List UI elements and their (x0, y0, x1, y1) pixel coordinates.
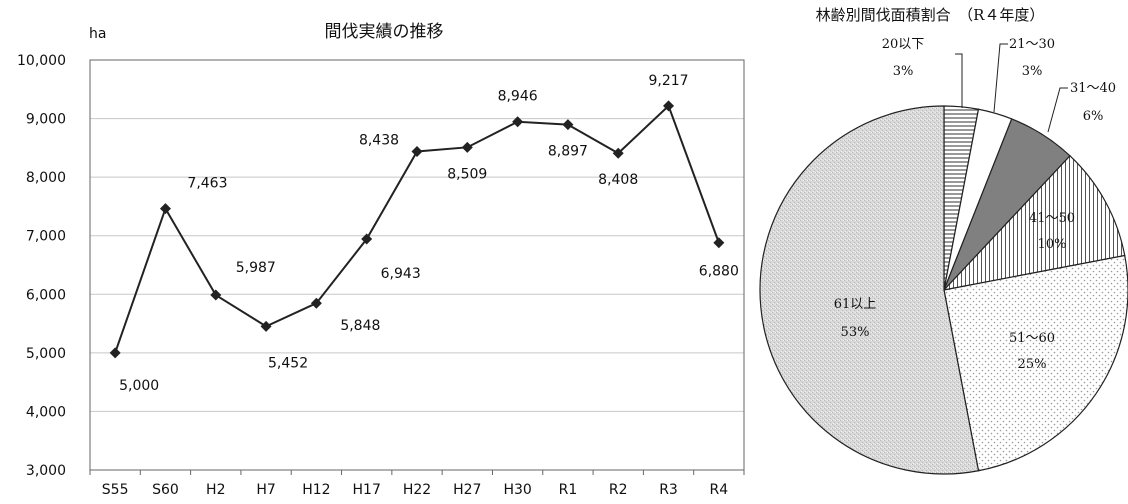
y-tick-label: 6,000 (26, 287, 66, 303)
data-label: 8,438 (359, 132, 399, 148)
y-tick-label: 10,000 (17, 53, 66, 69)
data-label: 5,452 (268, 355, 308, 371)
data-label: 8,897 (548, 144, 588, 160)
line-chart-title: 間伐実績の推移 (325, 22, 444, 42)
y-tick-label: 5,000 (26, 346, 66, 362)
x-tick-label: R4 (710, 482, 729, 498)
data-label: 8,946 (498, 89, 538, 105)
series-markers (109, 100, 725, 359)
pie-slice (942, 155, 1126, 291)
pie-leader-line (993, 43, 1008, 113)
pie-leader-lines (955, 43, 1068, 133)
pie-slice-percent: 53% (841, 325, 870, 340)
x-tick-label: H30 (503, 482, 531, 498)
data-label: 8,509 (447, 166, 487, 182)
data-point-marker (159, 203, 171, 215)
data-point-marker (562, 119, 574, 131)
data-label: 6,943 (381, 266, 421, 282)
data-label: 8,408 (598, 172, 638, 188)
data-point-marker (109, 347, 121, 359)
pie-chart-title: 林齢別間伐面積割合 （R４年度） (816, 6, 1045, 24)
x-tick-label: S60 (152, 482, 179, 498)
pie-slice-label: 51～60 (1009, 331, 1055, 346)
line-chart: 間伐実績の推移 ha 3,000 4,000 5,000 6,000 7,000 8,00… (17, 22, 745, 498)
series-polyline (114, 104, 720, 354)
data-point-marker (260, 320, 272, 332)
pie-slice-percent: 3% (893, 64, 914, 79)
data-point-marker (411, 145, 423, 157)
pie-slice-percent: 25% (1018, 357, 1047, 372)
y-tick-label: 8,000 (26, 170, 66, 186)
x-axis: S55 S60 H2 H7 H12 H17 H22 H27 H30 R1 R2 R3 R4 (89, 470, 745, 498)
x-tick-label: R2 (609, 482, 628, 498)
pie-labels: 20以下 3% 21～30 3% 31～40 6% 41～50 10% 51～60 25% 61以上… (834, 37, 1116, 372)
data-point-marker (612, 147, 624, 159)
pie-slice-label: 61以上 (834, 297, 877, 312)
data-point-marker (663, 100, 675, 112)
pie-slice-percent: 3% (1022, 64, 1043, 79)
gridlines (90, 118, 744, 412)
pie-leader-line (1047, 87, 1068, 133)
data-label: 6,880 (699, 264, 739, 280)
x-tick-label: R1 (559, 482, 578, 498)
y-tick-label: 9,000 (26, 112, 66, 128)
pie-leader-line (955, 53, 963, 108)
data-label: 5,848 (340, 318, 380, 334)
pie-slice-label: 31～40 (1070, 81, 1116, 96)
x-tick-label: H7 (256, 482, 275, 498)
x-tick-label: H17 (353, 482, 381, 498)
data-point-marker (210, 289, 222, 301)
pie-slice (759, 105, 980, 475)
data-point-marker (713, 237, 725, 249)
y-tick-label: 4,000 (26, 404, 66, 420)
pie-slice-percent: 6% (1083, 109, 1104, 124)
series-line (114, 104, 720, 354)
data-point-marker (310, 297, 322, 309)
x-tick-label: H12 (302, 482, 330, 498)
y-axis-unit-label: ha (89, 26, 106, 42)
data-point-marker (361, 233, 373, 245)
y-tick-label: 3,000 (26, 463, 66, 479)
data-point-marker (512, 116, 524, 128)
x-tick-label: H22 (403, 482, 431, 498)
data-label: 5,987 (236, 260, 276, 276)
pie-slice-label: 21～30 (1009, 37, 1055, 52)
x-tick-label: H2 (206, 482, 225, 498)
data-label: 9,217 (648, 73, 688, 89)
plot-area-frame (89, 59, 745, 471)
y-axis: 3,000 4,000 5,000 6,000 7,000 8,000 9,000 10,00… (17, 53, 66, 479)
pie-slice-label: 20以下 (882, 37, 925, 52)
pie-slices (759, 105, 1128, 475)
pie-slice-label: 41～50 (1029, 211, 1075, 226)
data-labels: 5,000 7,463 5,987 5,452 5,848 6,943 8,438 8,509… (119, 73, 739, 394)
pie-chart: 林齢別間伐面積割合 （R４年度） 20以下 3% 21～30 3% 31～40 6% 41～… (759, 6, 1128, 475)
pie-slice-percent: 10% (1038, 237, 1067, 252)
data-label: 7,463 (187, 176, 227, 192)
y-tick-label: 7,000 (26, 229, 66, 245)
x-tick-label: H27 (453, 482, 481, 498)
data-point-marker (461, 141, 473, 153)
data-label: 5,000 (119, 378, 159, 394)
x-tick-label: S55 (102, 482, 129, 498)
x-tick-label: R3 (659, 482, 678, 498)
